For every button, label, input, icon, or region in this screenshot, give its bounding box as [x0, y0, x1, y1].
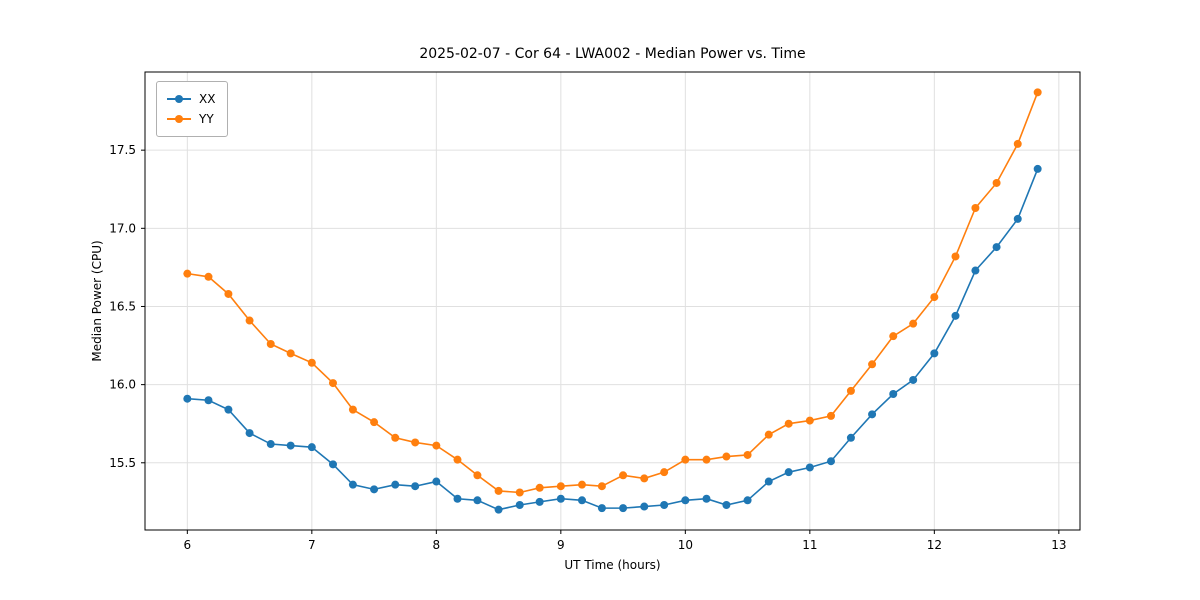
- y-axis-label: Median Power (CPU): [90, 240, 104, 362]
- svg-text:12: 12: [927, 538, 942, 552]
- legend-label-yy: YY: [199, 112, 214, 126]
- x-axis-label: UT Time (hours): [564, 558, 661, 572]
- svg-text:10: 10: [678, 538, 693, 552]
- legend-item-yy: YY: [167, 109, 215, 129]
- svg-text:7: 7: [308, 538, 316, 552]
- legend-label-xx: XX: [199, 92, 216, 106]
- legend-marker-yy-icon: [167, 115, 191, 123]
- legend-marker-xx-icon: [167, 95, 191, 103]
- legend: XX YY: [156, 81, 229, 137]
- svg-text:6: 6: [184, 538, 192, 552]
- legend-item-xx: XX: [167, 89, 215, 109]
- svg-text:8: 8: [433, 538, 441, 552]
- svg-text:17.0: 17.0: [109, 221, 136, 235]
- svg-text:16.5: 16.5: [109, 300, 136, 314]
- chart-title: 2025-02-07 - Cor 64 - LWA002 - Median Po…: [419, 46, 806, 62]
- svg-text:16.0: 16.0: [109, 378, 136, 392]
- svg-text:15.5: 15.5: [109, 456, 136, 470]
- svg-text:11: 11: [802, 538, 817, 552]
- svg-text:17.5: 17.5: [109, 143, 136, 157]
- svg-text:13: 13: [1051, 538, 1066, 552]
- svg-text:9: 9: [557, 538, 565, 552]
